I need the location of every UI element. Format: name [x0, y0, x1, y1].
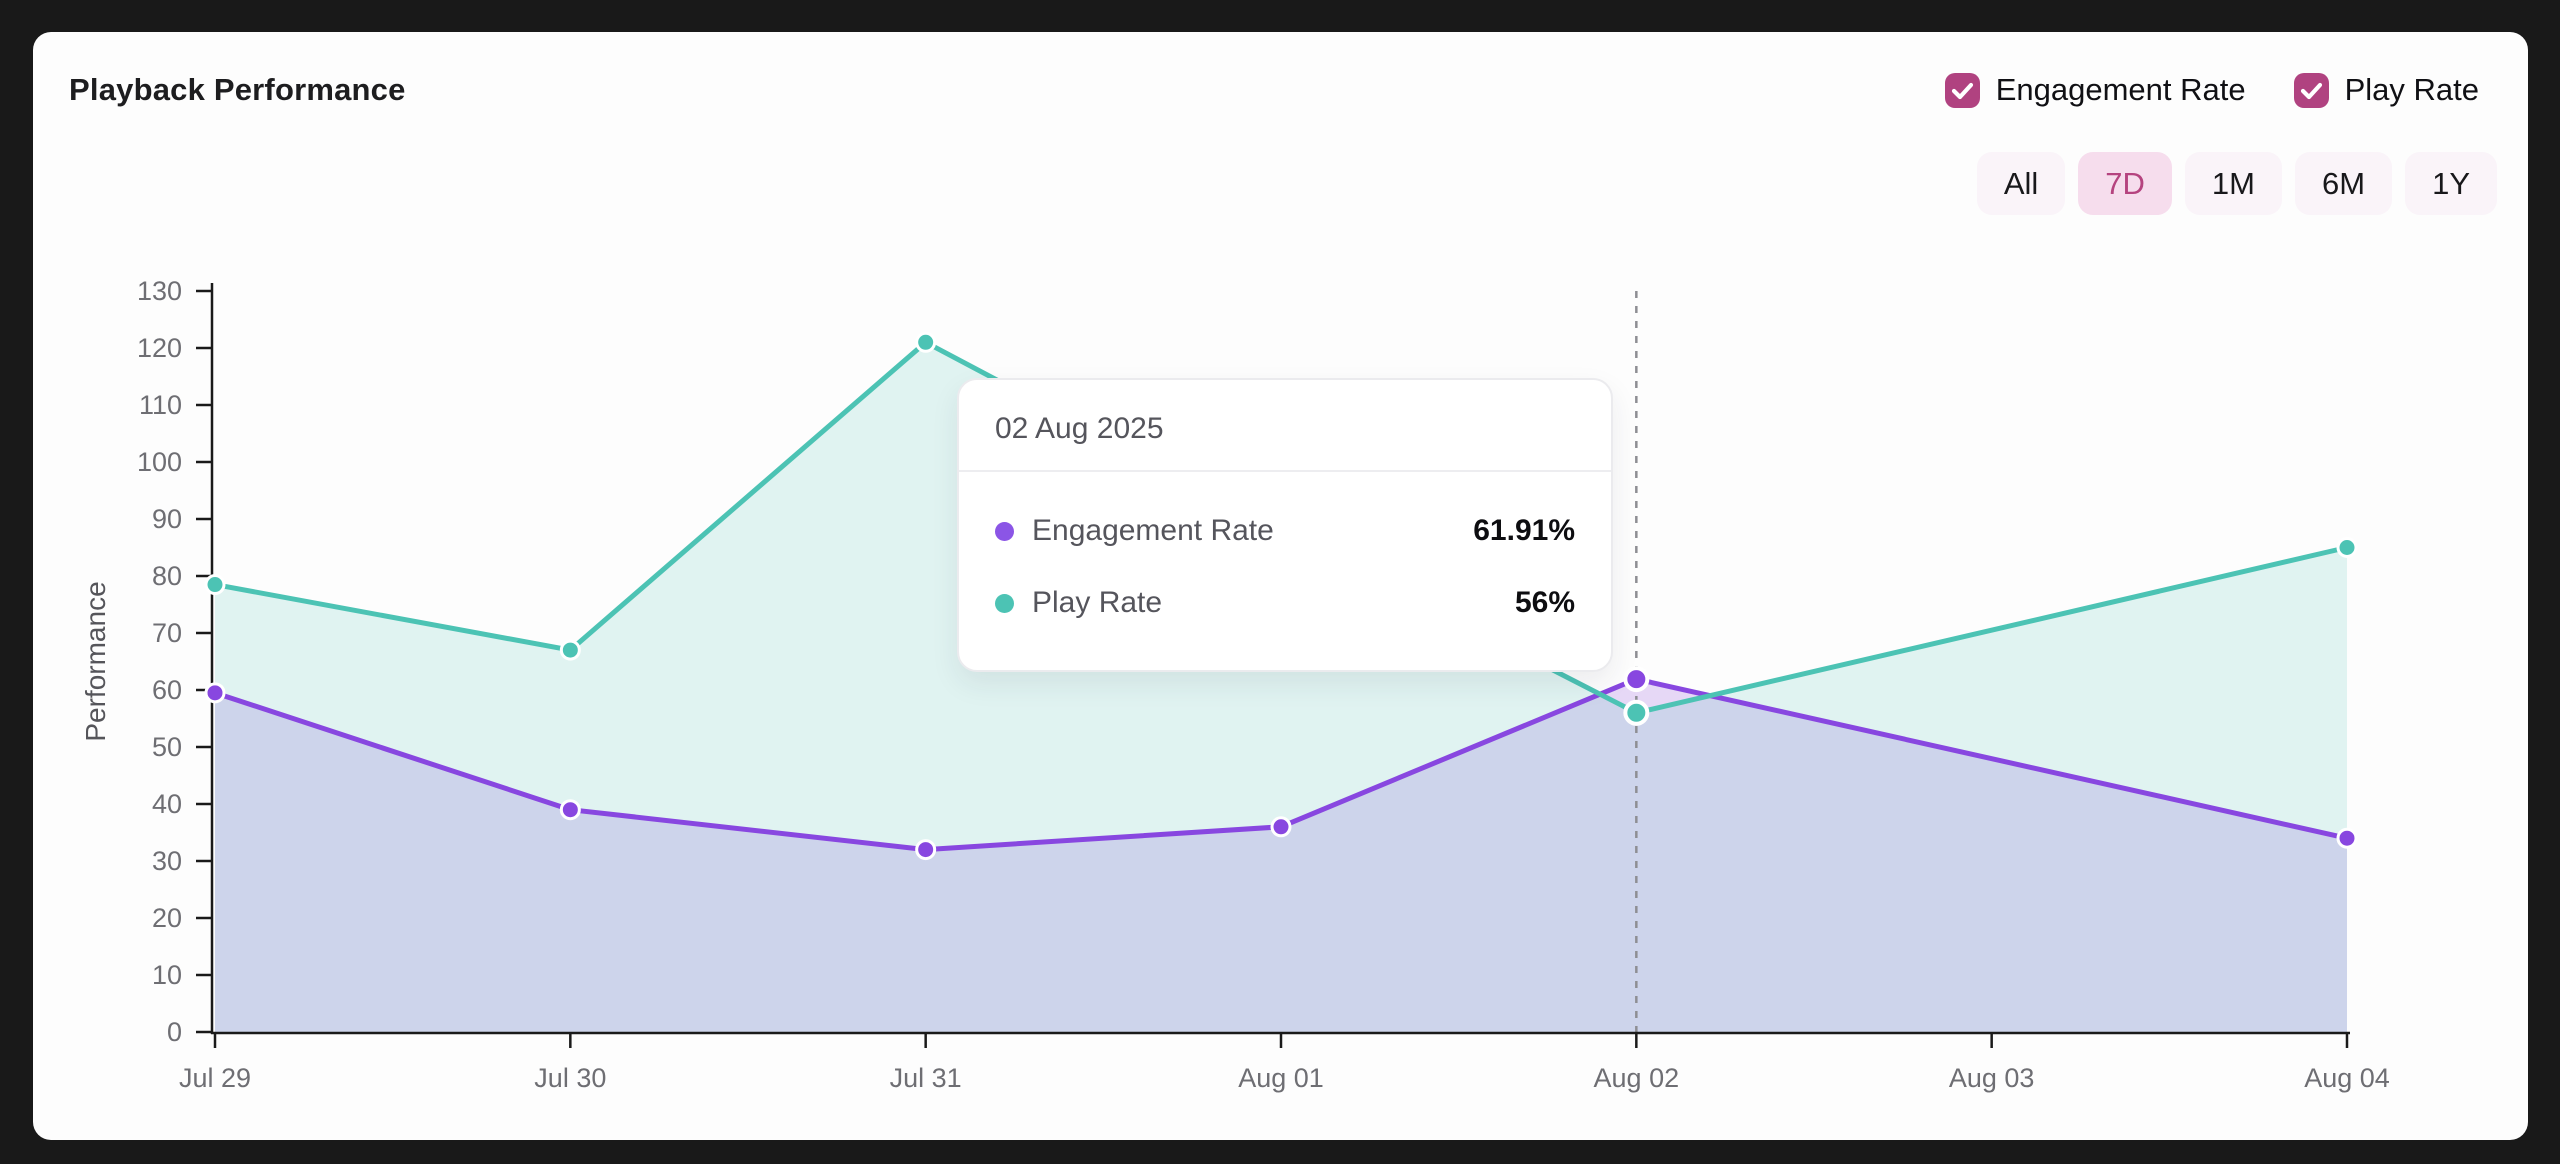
x-axis-tick-label: Aug 03: [1949, 1063, 2035, 1093]
data-point-marker-engagement-rate-jul-31[interactable]: [915, 839, 937, 861]
performance-area-chart[interactable]: 0 10 20 30 40 50 60 70 80 90 100 110 120 130 Jul 29 Jul…: [33, 32, 2528, 1140]
series-toggles: Engagement Rate Play Rate: [1944, 72, 2479, 108]
y-axis-tick-label: 90: [152, 504, 182, 534]
engagement-rate-area: [215, 679, 2347, 1032]
tooltip-date: 02 Aug 2025: [995, 412, 1164, 445]
y-axis-tick-label: 0: [167, 1017, 182, 1047]
tooltip-series-label: Play Rate: [1032, 586, 1163, 619]
series-dot-icon: [995, 593, 1014, 613]
chart-tooltip: 02 Aug 2025 Engagement Rate 61.91% Play Ra…: [957, 378, 1613, 672]
y-axis-title: Performance: [80, 581, 111, 741]
data-point-marker-play-rate-aug-04[interactable]: [2336, 537, 2358, 558]
y-axis-tick-label: 50: [152, 732, 182, 762]
tooltip-divider: [959, 470, 1611, 472]
checkbox-checked-icon[interactable]: [2293, 72, 2329, 108]
range-button-6m[interactable]: 6M: [2295, 152, 2393, 215]
toggle-engagement-rate[interactable]: Engagement Rate: [1944, 72, 2246, 108]
data-point-marker-engagement-rate-jul-30[interactable]: [559, 799, 581, 821]
chart-controls: Engagement Rate Play Rate All 7D 1M 6M 1Y: [1944, 72, 2497, 215]
tooltip-row: Play Rate 56%: [995, 586, 1575, 620]
playback-performance-card: Playback Performance Engagement Rate Play…: [33, 32, 2528, 1140]
data-point-marker-engagement-rate-aug-02[interactable]: [1623, 666, 1650, 693]
y-axis-tick-label: 10: [152, 960, 182, 990]
toggle-play-rate[interactable]: Play Rate: [2293, 72, 2479, 108]
x-axis-tick-label: Jul 30: [534, 1063, 606, 1093]
data-point-marker-engagement-rate-aug-04[interactable]: [2336, 827, 2358, 849]
tooltip-series-label: Engagement Rate: [1032, 514, 1274, 547]
data-point-marker-engagement-rate-jul-29[interactable]: [204, 682, 226, 704]
range-button-7d[interactable]: 7D: [2078, 152, 2172, 215]
y-axis-tick-label: 70: [152, 618, 182, 648]
toggle-label: Play Rate: [2344, 72, 2479, 107]
range-button-1y[interactable]: 1Y: [2405, 152, 2497, 215]
toggle-label: Engagement Rate: [1995, 72, 2246, 107]
data-point-marker-play-rate-jul-30[interactable]: [559, 639, 581, 661]
page-title: Playback Performance: [69, 72, 406, 107]
data-point-marker-play-rate-aug-02[interactable]: [1623, 699, 1650, 726]
y-axis-tick-label: 100: [137, 447, 182, 477]
checkbox-checked-icon[interactable]: [1944, 72, 1980, 108]
range-button-1m[interactable]: 1M: [2184, 152, 2282, 215]
x-axis-tick-label: Aug 02: [1594, 1063, 1680, 1093]
y-axis-tick-label: 80: [152, 561, 182, 591]
y-axis-tick-label: 60: [152, 675, 182, 705]
data-point-marker-play-rate-jul-31[interactable]: [915, 331, 937, 353]
y-axis-tick-label: 130: [137, 276, 182, 306]
y-axis-tick-label: 40: [152, 789, 182, 819]
x-axis-tick-label: Jul 31: [890, 1063, 962, 1093]
tooltip-series-value: 61.91%: [1473, 514, 1575, 547]
engagement-rate-line: [212, 676, 2350, 853]
play-rate-area: [215, 342, 2347, 1032]
tooltip-series-value: 56%: [1514, 586, 1575, 619]
y-axis-tick-label: 120: [137, 333, 182, 363]
y-axis-tick-label: 20: [152, 903, 182, 933]
data-point-marker-play-rate-jul-29[interactable]: [204, 574, 226, 596]
data-point-marker-engagement-rate-aug-01[interactable]: [1270, 816, 1292, 838]
y-axis-tick-label: 110: [139, 390, 182, 420]
y-axis-tick-label: 30: [152, 846, 182, 876]
range-button-all[interactable]: All: [1976, 152, 2066, 215]
x-axis-tick-label: Jul 29: [179, 1063, 251, 1093]
x-axis-tick-label: Aug 01: [1238, 1063, 1324, 1093]
x-axis-tick-label: Aug 04: [2304, 1063, 2390, 1093]
tooltip-row: Engagement Rate 61.91%: [995, 514, 1575, 548]
tooltip-rows: Engagement Rate 61.91% Play Rate 56%: [959, 472, 1611, 670]
series-dot-icon: [995, 521, 1014, 541]
range-buttons: All 7D 1M 6M 1Y: [1976, 152, 2497, 215]
